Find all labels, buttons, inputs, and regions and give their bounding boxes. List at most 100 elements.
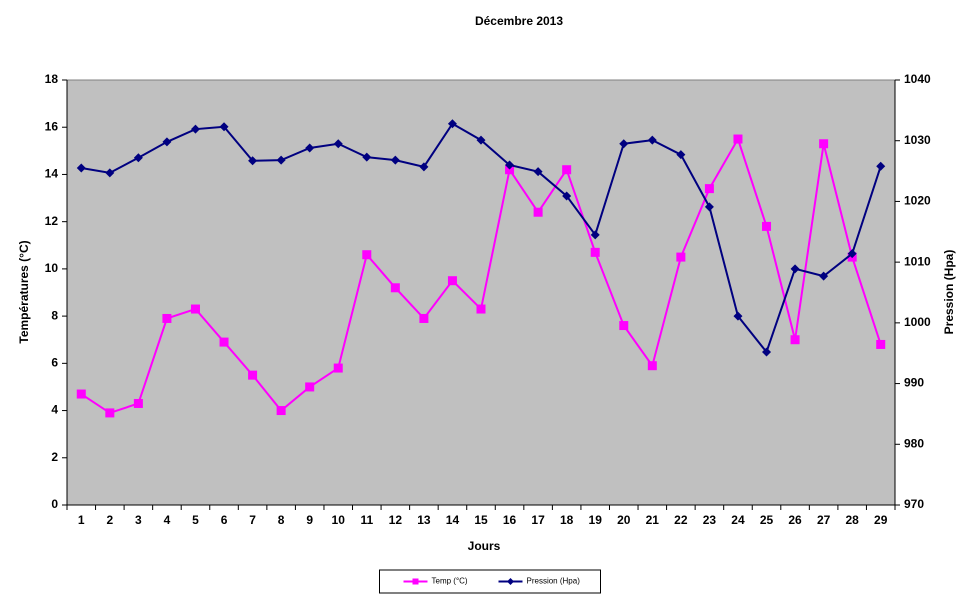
y2-tick-label: 1040 — [904, 72, 931, 86]
x-tick-label: 7 — [249, 513, 256, 527]
y-tick-label: 0 — [51, 497, 58, 511]
point — [733, 311, 743, 321]
x-tick-label: 3 — [135, 513, 142, 527]
plot-area — [66, 79, 896, 506]
x-axis-label: Jours — [468, 539, 501, 553]
point — [562, 165, 572, 175]
point — [390, 155, 400, 165]
point — [819, 139, 829, 149]
y-tick-label: 16 — [45, 119, 59, 133]
point — [704, 184, 714, 194]
point — [762, 221, 772, 231]
x-tick-label: 28 — [845, 513, 859, 527]
y-tick-label: 8 — [51, 308, 58, 322]
point — [676, 150, 686, 160]
point — [248, 370, 258, 380]
point — [505, 160, 515, 170]
legend — [379, 569, 601, 594]
x-tick-label: 29 — [874, 513, 888, 527]
point — [533, 167, 543, 177]
x-tick-label: 8 — [278, 513, 285, 527]
y-tick-label: 2 — [51, 450, 58, 464]
legend-marker — [412, 578, 419, 585]
x-tick-label: 4 — [164, 513, 171, 527]
y2-axis-label: Pression (Hpa) — [942, 250, 956, 335]
x-tick-label: 17 — [531, 513, 545, 527]
x-tick-label: 19 — [589, 513, 603, 527]
point — [333, 363, 343, 373]
point — [305, 382, 315, 392]
point — [447, 119, 457, 129]
x-tick-label: 22 — [674, 513, 688, 527]
point — [590, 230, 600, 240]
y2-tick-label: 990 — [904, 376, 924, 390]
point — [590, 247, 600, 257]
point — [219, 337, 229, 347]
point — [419, 313, 429, 323]
point — [647, 361, 657, 371]
point — [533, 207, 543, 217]
legend-label: Pression (Hpa) — [527, 577, 581, 586]
x-tick-label: 6 — [221, 513, 228, 527]
legend-label: Temp (°C) — [432, 577, 468, 586]
point — [133, 398, 143, 408]
x-tick-label: 14 — [446, 513, 460, 527]
point — [419, 162, 429, 172]
y-tick-label: 18 — [45, 72, 59, 86]
x-tick-label: 10 — [332, 513, 346, 527]
x-tick-label: 20 — [617, 513, 631, 527]
x-tick-label: 21 — [646, 513, 660, 527]
x-tick-label: 18 — [560, 513, 574, 527]
point — [276, 406, 286, 416]
point — [847, 249, 857, 259]
y-tick-label: 12 — [45, 214, 59, 228]
point — [162, 137, 172, 147]
x-tick-label: 16 — [503, 513, 517, 527]
y2-tick-label: 980 — [904, 436, 924, 450]
point — [562, 191, 572, 201]
legend-marker — [507, 578, 514, 585]
y-axis-label: Températures (°C) — [17, 240, 31, 343]
point — [162, 313, 172, 323]
point — [248, 156, 258, 166]
point — [676, 252, 686, 262]
point — [505, 165, 515, 175]
x-tick-label: 11 — [360, 513, 373, 527]
chart-title: Décembre 2013 — [475, 14, 563, 28]
y-tick-label: 14 — [45, 167, 59, 181]
y2-tick-label: 970 — [904, 497, 924, 511]
point — [190, 304, 200, 314]
point — [390, 283, 400, 293]
point — [219, 122, 229, 132]
point — [362, 250, 372, 260]
point — [105, 168, 115, 178]
x-tick-label: 15 — [474, 513, 488, 527]
point — [190, 124, 200, 134]
point — [362, 152, 372, 162]
x-tick-label: 26 — [788, 513, 802, 527]
point — [333, 139, 343, 149]
x-tick-label: 24 — [731, 513, 745, 527]
point — [704, 202, 714, 212]
point — [819, 271, 829, 281]
point — [790, 335, 800, 345]
point — [276, 155, 286, 165]
y2-tick-label: 1030 — [904, 133, 931, 147]
y2-tick-label: 1020 — [904, 194, 931, 208]
point — [76, 389, 86, 399]
y-tick-label: 10 — [45, 261, 59, 275]
point — [476, 304, 486, 314]
x-tick-label: 2 — [106, 513, 113, 527]
point — [305, 143, 315, 153]
point — [762, 347, 772, 357]
x-tick-label: 12 — [389, 513, 403, 527]
y-tick-label: 4 — [51, 403, 58, 417]
point — [876, 339, 886, 349]
point — [619, 321, 629, 331]
x-tick-label: 1 — [78, 513, 85, 527]
point — [790, 264, 800, 274]
x-tick-label: 27 — [817, 513, 831, 527]
point — [619, 139, 629, 149]
point — [76, 163, 86, 173]
